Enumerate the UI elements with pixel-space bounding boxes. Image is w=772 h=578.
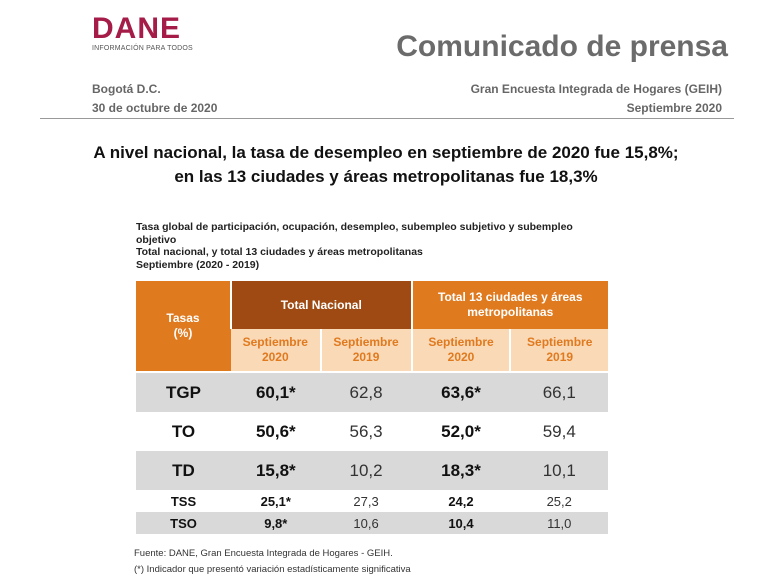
subheader-month: Septiembre xyxy=(428,335,494,349)
national-2019-value: 10,6 xyxy=(320,512,412,534)
subheader-national-2019: Septiembre 2019 xyxy=(319,329,412,371)
national-2020-value: 25,1* xyxy=(231,490,321,512)
dane-logo: DANE INFORMACIÓN PARA TODOS xyxy=(92,12,193,53)
spacer-cell xyxy=(136,371,608,373)
logo-wordmark: DANE xyxy=(92,12,182,45)
logo-tagline: INFORMACIÓN PARA TODOS xyxy=(92,45,193,52)
header-rates-label: Tasas xyxy=(166,311,200,325)
national-2019-value: 62,8 xyxy=(320,373,412,412)
table-row: TO 50,6* 56,3 52,0* 59,4 xyxy=(136,412,608,451)
source-note: Fuente: DANE, Gran Encuesta Integrada de… xyxy=(134,548,393,559)
subheader-year: 2019 xyxy=(352,350,380,364)
cities-2019-value: 25,2 xyxy=(510,490,608,512)
meta-right: Gran Encuesta Integrada de Hogares (GEIH… xyxy=(471,80,722,118)
national-2020-value: 50,6* xyxy=(231,412,321,451)
headline-line-1: A nivel nacional, la tasa de desempleo e… xyxy=(93,143,679,162)
header-divider xyxy=(40,118,734,119)
subheader-month: Septiembre xyxy=(527,335,593,349)
caption-line-2: objetivo xyxy=(136,233,177,246)
subheader-month: Septiembre xyxy=(333,335,399,349)
national-2020-value: 15,8* xyxy=(231,451,321,490)
press-release-title: Comunicado de prensa xyxy=(396,30,728,63)
rates-table: Tasas (%) Total Nacional Total 13 ciudad… xyxy=(136,281,608,534)
cities-2020-value: 63,6* xyxy=(411,373,511,412)
cities-2020-value: 52,0* xyxy=(411,412,511,451)
national-2019-value: 10,2 xyxy=(320,451,412,490)
survey-period: Septiembre 2020 xyxy=(626,101,722,115)
header-total-13-cities: Total 13 ciudades y áreas metropolitanas xyxy=(410,281,608,329)
cities-2019-value: 59,4 xyxy=(510,412,608,451)
table-caption: Tasa global de participación, ocupación,… xyxy=(136,221,616,271)
caption-line-3: Total nacional, y total 13 ciudades y ár… xyxy=(136,246,423,258)
table-row: TD 15,8* 10,2 18,3* 10,1 xyxy=(136,451,608,490)
cities-2019-value: 66,1 xyxy=(510,373,608,412)
caption-line-4: Septiembre (2020 - 2019) xyxy=(136,258,260,271)
release-date: 30 de octubre de 2020 xyxy=(92,101,218,115)
caption-line-1: Tasa global de participación, ocupación,… xyxy=(136,221,573,233)
cities-2020-value: 18,3* xyxy=(411,451,511,490)
rate-label: TSS xyxy=(136,490,231,512)
cities-2020-value: 10,4 xyxy=(411,512,511,534)
subheader-13-2019: Septiembre 2019 xyxy=(509,329,608,371)
cities-2019-value: 11,0 xyxy=(510,512,608,534)
header-total-national: Total Nacional xyxy=(230,281,412,329)
subheader-month: Septiembre xyxy=(242,335,308,349)
table-subheader-row: Septiembre 2020 Septiembre 2019 Septiemb… xyxy=(136,329,608,371)
headline: A nivel nacional, la tasa de desempleo e… xyxy=(0,141,772,189)
national-2020-value: 60,1* xyxy=(231,373,321,412)
cities-2019-value: 10,1 xyxy=(510,451,608,490)
meta-left: Bogotá D.C. 30 de octubre de 2020 xyxy=(92,80,217,118)
rate-label: TO xyxy=(136,412,231,451)
subheader-year: 2020 xyxy=(261,350,289,364)
table-row: TGP 60,1* 62,8 63,6* 66,1 xyxy=(136,373,608,412)
table-spacer xyxy=(136,371,608,373)
headline-line-2: en las 13 ciudades y áreas metropolitana… xyxy=(174,167,598,186)
subheader-year: 2020 xyxy=(447,350,475,364)
table-row: TSS 25,1* 27,3 24,2 25,2 xyxy=(136,490,608,512)
significance-note: (*) Indicador que presentó variación est… xyxy=(134,564,411,575)
national-2019-value: 56,3 xyxy=(320,412,412,451)
city: Bogotá D.C. xyxy=(92,82,161,96)
subheader-national-2020: Septiembre 2020 xyxy=(231,329,321,371)
cities-2020-value: 24,2 xyxy=(411,490,511,512)
header-13-line-2: metropolitanas xyxy=(467,305,554,319)
header-rates-unit: (%) xyxy=(173,326,193,340)
national-2019-value: 27,3 xyxy=(320,490,412,512)
subheader-13-2020: Septiembre 2020 xyxy=(410,329,511,371)
survey-name: Gran Encuesta Integrada de Hogares (GEIH… xyxy=(470,82,722,96)
rate-label: TSO xyxy=(136,512,231,534)
table-header-row: Tasas (%) Total Nacional Total 13 ciudad… xyxy=(136,281,608,371)
table-row: TSO 9,8* 10,6 10,4 11,0 xyxy=(136,512,608,534)
rate-label: TD xyxy=(136,451,231,490)
header-13-line-1: Total 13 ciudades y áreas xyxy=(438,290,583,304)
subheader-year: 2019 xyxy=(546,350,574,364)
header-rates: Tasas (%) xyxy=(136,281,231,371)
national-2020-value: 9,8* xyxy=(231,512,321,534)
table-footnotes: Fuente: DANE, Gran Encuesta Integrada de… xyxy=(134,546,411,578)
rate-label: TGP xyxy=(136,373,231,412)
